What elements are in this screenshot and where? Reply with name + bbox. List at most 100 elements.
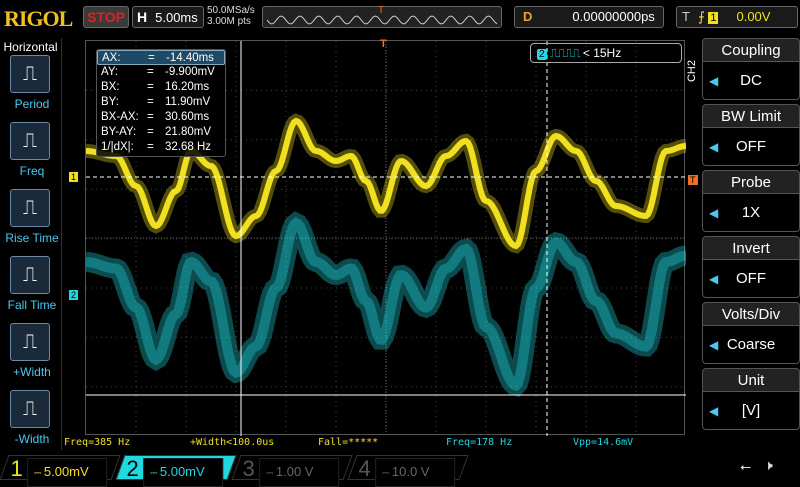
fall-time-icon: ⎍ xyxy=(23,264,37,286)
cursor-value: -14.40ms xyxy=(166,52,214,64)
menu-volts-div[interactable]: Volts/Div ◀ Coarse xyxy=(702,302,800,366)
menu-title: Probe xyxy=(702,170,800,194)
sample-rate: 50.0MSa/s xyxy=(207,5,255,16)
delay-display[interactable]: D 0.00000000ps xyxy=(514,6,664,28)
arrow-icon: ◀ xyxy=(709,140,719,154)
channel-4-button[interactable]: 4 ⎓ 10.0 V xyxy=(347,455,469,487)
menu-value: [V] xyxy=(741,402,761,419)
timebase-display[interactable]: H 5.00ms xyxy=(132,6,204,28)
trigger-display[interactable]: T ⨍ 1 0.00V xyxy=(676,6,798,28)
arrow-icon: ◀ xyxy=(709,404,719,418)
trigger-level-marker[interactable]: T xyxy=(688,175,698,185)
mute-icon[interactable]: 🕨 xyxy=(764,457,773,473)
menu-item-label: Fall Time xyxy=(7,298,57,312)
pulse-condition: < 15Hz xyxy=(582,46,622,60)
channel-scale: 1.00 V xyxy=(275,464,314,479)
negative-width-button[interactable]: ⎍ xyxy=(10,390,50,428)
positive-width-button[interactable]: ⎍ xyxy=(10,323,50,361)
menu-title: Volts/Div xyxy=(702,302,800,326)
rise-time-icon: ⎍ xyxy=(23,197,37,219)
freq-button[interactable]: ⎍ xyxy=(10,122,50,160)
memory-waveform xyxy=(267,15,497,25)
menu-invert[interactable]: Invert ◀ OFF xyxy=(702,236,800,300)
menu-value: Coarse xyxy=(726,336,776,353)
dc-coupling-icon: ⎓ xyxy=(382,468,392,478)
cursor-readout: AX: = -14.40ms AY: = -9.900mV BX: = 16.20ms BY: = 1… xyxy=(96,49,226,157)
cursor-row: BY: = 11.90mV xyxy=(97,95,225,110)
channel-2-button[interactable]: 2 ⎓ 5.00mV xyxy=(115,455,237,487)
menu-title: Coupling xyxy=(702,38,800,62)
menu-coupling[interactable]: Coupling ◀ DC xyxy=(702,38,800,102)
run-stop-button[interactable]: STOP xyxy=(83,6,129,28)
trigger-label: T xyxy=(682,9,690,24)
equals-sign: = xyxy=(147,126,154,138)
measurement-ch1-fall: Fall=***** xyxy=(318,437,379,448)
menu-unit[interactable]: Unit ◀ [V] xyxy=(702,368,800,432)
menu-item-label: Period xyxy=(14,97,50,111)
horizontal-menu: Horizontal xyxy=(0,38,62,450)
memory-overview: T xyxy=(262,5,502,28)
channel-1-button[interactable]: 1 ⎓ 5.00mV xyxy=(0,455,121,487)
cursor-value: 16.20ms xyxy=(165,81,210,93)
menu-item-label: -Width xyxy=(14,432,50,446)
channel-scale: 10.0 V xyxy=(391,464,430,479)
measurement-ch2-vpp: Vpp=14.6mV xyxy=(573,437,634,448)
menu-value: OFF xyxy=(736,138,766,155)
menu-item-label: +Width xyxy=(13,365,51,379)
menu-title: Horizontal xyxy=(3,40,58,54)
channel-3-button[interactable]: 3 ⎓ 1.00 V xyxy=(231,455,353,487)
rigol-logo: RIGOL xyxy=(4,6,73,31)
positive-width-icon: ⎍ xyxy=(23,331,37,353)
dc-coupling-icon: ⎓ xyxy=(150,468,160,478)
cursor-key: BY-AY: xyxy=(101,126,137,138)
timebase-value: 5.00ms xyxy=(155,10,198,25)
arrow-icon: ◀ xyxy=(709,74,719,88)
channel-number: 3 xyxy=(242,456,255,481)
channel-number: 4 xyxy=(358,456,371,481)
channel-number: 1 xyxy=(10,456,23,481)
menu-item-label: Freq xyxy=(19,164,45,178)
equals-sign: = xyxy=(147,96,154,108)
menu-probe[interactable]: Probe ◀ 1X xyxy=(702,170,800,234)
ch1-waveform xyxy=(85,117,687,250)
cursor-key: BY: xyxy=(101,96,119,108)
equals-sign: = xyxy=(147,81,154,93)
menu-title: BW Limit xyxy=(702,104,800,128)
memory-depth: 3.00M pts xyxy=(207,16,251,27)
timebase-label: H xyxy=(137,9,148,25)
cursor-value: 21.80mV xyxy=(165,126,212,138)
measurement-ch1-width: +Width<100.0us xyxy=(190,437,275,448)
equals-sign: = xyxy=(147,141,154,153)
acquisition-info: 50.0MSa/s 3.00M pts xyxy=(207,5,255,27)
cursor-row[interactable]: AX: = -14.40ms xyxy=(97,50,225,65)
arrow-icon: ◀ xyxy=(709,338,719,352)
ch1-offset-marker[interactable]: 1 xyxy=(69,172,79,182)
negative-width-icon: ⎍ xyxy=(23,398,37,420)
period-icon: ⎍ xyxy=(23,63,37,85)
menu-item-label: Rise Time xyxy=(5,231,59,245)
ch2-waveform-envelope xyxy=(85,211,687,398)
ch2-waveform xyxy=(85,217,687,392)
menu-bw-limit[interactable]: BW Limit ◀ OFF xyxy=(702,104,800,168)
delay-label: D xyxy=(523,9,533,24)
freq-icon: ⎍ xyxy=(23,130,37,152)
ch2-offset-marker[interactable]: 2 xyxy=(69,290,79,300)
channel-number: 2 xyxy=(126,456,139,481)
cursor-row: BX-AX: = 30.60ms xyxy=(97,110,225,125)
arrow-icon: ◀ xyxy=(709,272,719,286)
dc-coupling-icon: ⎓ xyxy=(34,468,44,478)
cursor-key: AY: xyxy=(101,66,119,78)
channel-scale: 5.00mV xyxy=(43,464,89,479)
cursor-value: 30.60ms xyxy=(165,111,210,123)
period-button[interactable]: ⎍ xyxy=(10,55,50,93)
measurement-ch2-freq: Freq=178 Hz xyxy=(446,437,513,448)
rise-time-button[interactable]: ⎍ xyxy=(10,189,50,227)
scope-display xyxy=(85,41,687,436)
menu-value: DC xyxy=(740,72,762,89)
ch2-source-badge: 2 xyxy=(537,49,547,60)
trigger-position-marker: T xyxy=(378,5,385,16)
fall-time-button[interactable]: ⎍ xyxy=(10,256,50,294)
channel-label: CH2 xyxy=(686,60,698,83)
dc-coupling-icon: ⎓ xyxy=(266,468,276,478)
cursor-key: BX-AX: xyxy=(101,111,139,123)
